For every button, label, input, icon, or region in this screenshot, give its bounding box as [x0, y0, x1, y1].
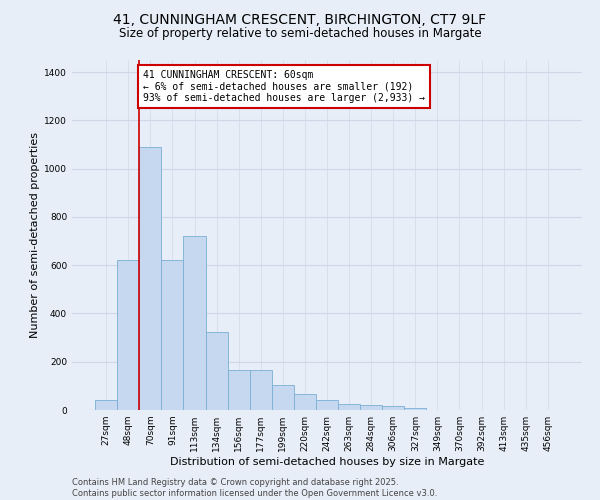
- Bar: [360, 405, 382, 410]
- Bar: [139, 147, 161, 410]
- Bar: [404, 408, 427, 410]
- Bar: [227, 370, 250, 410]
- Text: Size of property relative to semi-detached houses in Margate: Size of property relative to semi-detach…: [119, 28, 481, 40]
- Bar: [117, 260, 139, 410]
- Text: 41 CUNNINGHAM CRESCENT: 60sqm
← 6% of semi-detached houses are smaller (192)
93%: 41 CUNNINGHAM CRESCENT: 60sqm ← 6% of se…: [143, 70, 425, 103]
- Bar: [338, 404, 360, 410]
- Bar: [161, 260, 184, 410]
- Bar: [95, 400, 117, 410]
- Text: 41, CUNNINGHAM CRESCENT, BIRCHINGTON, CT7 9LF: 41, CUNNINGHAM CRESCENT, BIRCHINGTON, CT…: [113, 12, 487, 26]
- Bar: [316, 400, 338, 410]
- Bar: [250, 370, 272, 410]
- Bar: [206, 332, 227, 410]
- Bar: [272, 384, 294, 410]
- Y-axis label: Number of semi-detached properties: Number of semi-detached properties: [30, 132, 40, 338]
- Bar: [184, 236, 206, 410]
- X-axis label: Distribution of semi-detached houses by size in Margate: Distribution of semi-detached houses by …: [170, 457, 484, 467]
- Bar: [294, 394, 316, 410]
- Bar: [382, 406, 404, 410]
- Text: Contains HM Land Registry data © Crown copyright and database right 2025.
Contai: Contains HM Land Registry data © Crown c…: [72, 478, 437, 498]
